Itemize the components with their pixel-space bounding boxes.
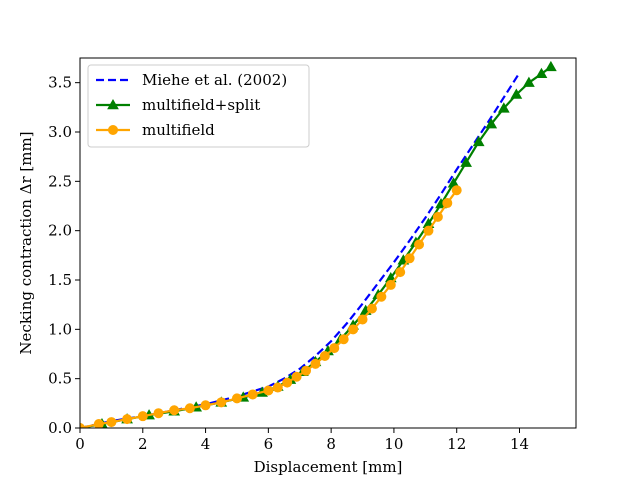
data-point	[153, 408, 164, 419]
data-point	[310, 358, 321, 369]
data-point	[485, 118, 498, 129]
legend-entries: Miehe et al. (2002) multifield+split multi…	[96, 71, 287, 139]
series-miehe-et-al-2002	[80, 72, 521, 428]
data-point	[423, 225, 434, 236]
y-tick-label: 2.0	[48, 222, 72, 240]
legend-entry-multifield: multifield	[96, 121, 215, 139]
data-point	[319, 350, 330, 361]
y-tick-label: 1.5	[48, 271, 72, 289]
data-point	[216, 397, 227, 408]
data-point	[122, 414, 133, 425]
data-point	[414, 239, 425, 250]
data-point	[497, 102, 510, 113]
data-point	[169, 405, 180, 416]
x-tick-label: 14	[510, 435, 529, 453]
axes-frame	[79, 57, 577, 429]
data-point	[291, 371, 302, 382]
series-layer	[80, 60, 557, 428]
x-tick-label: 12	[447, 435, 466, 453]
data-point	[472, 135, 485, 147]
data-point	[93, 419, 104, 428]
legend-label: multifield	[142, 121, 215, 139]
legend-entry-miehe-et-al-2002: Miehe et al. (2002)	[96, 71, 287, 89]
series-line-miehe-et-al-2002	[80, 72, 521, 428]
data-point	[282, 377, 293, 388]
x-tick-label: 10	[384, 435, 403, 453]
legend-entry-multifield-split: multifield+split	[96, 96, 260, 114]
data-point	[432, 211, 443, 222]
x-tick-label: 6	[264, 435, 274, 453]
data-point	[357, 314, 368, 325]
data-point	[231, 393, 242, 404]
y-axis-title: Necking contraction Δr [mm]	[17, 131, 35, 354]
data-point	[348, 324, 359, 335]
data-point	[385, 279, 396, 290]
y-tick-label: 3.5	[48, 74, 72, 92]
x-tick-label: 8	[326, 435, 336, 453]
y-tick-label: 1.0	[48, 320, 72, 338]
data-point	[510, 88, 523, 99]
data-point	[329, 343, 340, 354]
data-point	[451, 185, 462, 196]
y-tick-label: 3.0	[48, 123, 72, 141]
data-point	[263, 385, 274, 396]
legend-label: multifield+split	[142, 96, 260, 114]
data-point	[442, 198, 453, 209]
data-point	[545, 60, 557, 72]
ticks-layer: 0 2 4 6 8 10 12 14 0.0 0.5 1.0 1.5 2.0 2.5 3.0 3.5	[48, 74, 529, 453]
y-tick-label: 0.5	[48, 370, 72, 388]
data-point	[247, 389, 258, 400]
data-point	[272, 382, 283, 393]
data-point	[200, 400, 211, 411]
data-point	[523, 76, 535, 87]
x-tick-label: 2	[138, 435, 148, 453]
data-point	[338, 334, 349, 345]
data-point	[80, 423, 85, 428]
data-point	[376, 291, 387, 302]
data-point	[460, 156, 472, 167]
x-tick-label: 0	[75, 435, 85, 453]
x-tick-label: 4	[201, 435, 211, 453]
legend-marker	[107, 98, 119, 110]
data-point	[395, 267, 406, 278]
y-tick-label: 2.5	[48, 172, 72, 190]
legend-box	[87, 64, 310, 148]
data-point	[184, 403, 195, 414]
x-axis-title: Displacement [mm]	[254, 458, 403, 476]
data-point	[301, 365, 312, 376]
legend-marker	[108, 125, 118, 135]
data-point	[535, 67, 548, 79]
legend-label: Miehe et al. (2002)	[142, 71, 287, 89]
series-multifield	[80, 185, 462, 428]
data-point	[106, 417, 117, 428]
data-point	[137, 411, 148, 422]
data-point	[404, 253, 415, 264]
data-point	[366, 303, 377, 314]
y-tick-label: 0.0	[48, 419, 72, 437]
legend: Miehe et al. (2002) multifield+split multi…	[87, 64, 310, 148]
